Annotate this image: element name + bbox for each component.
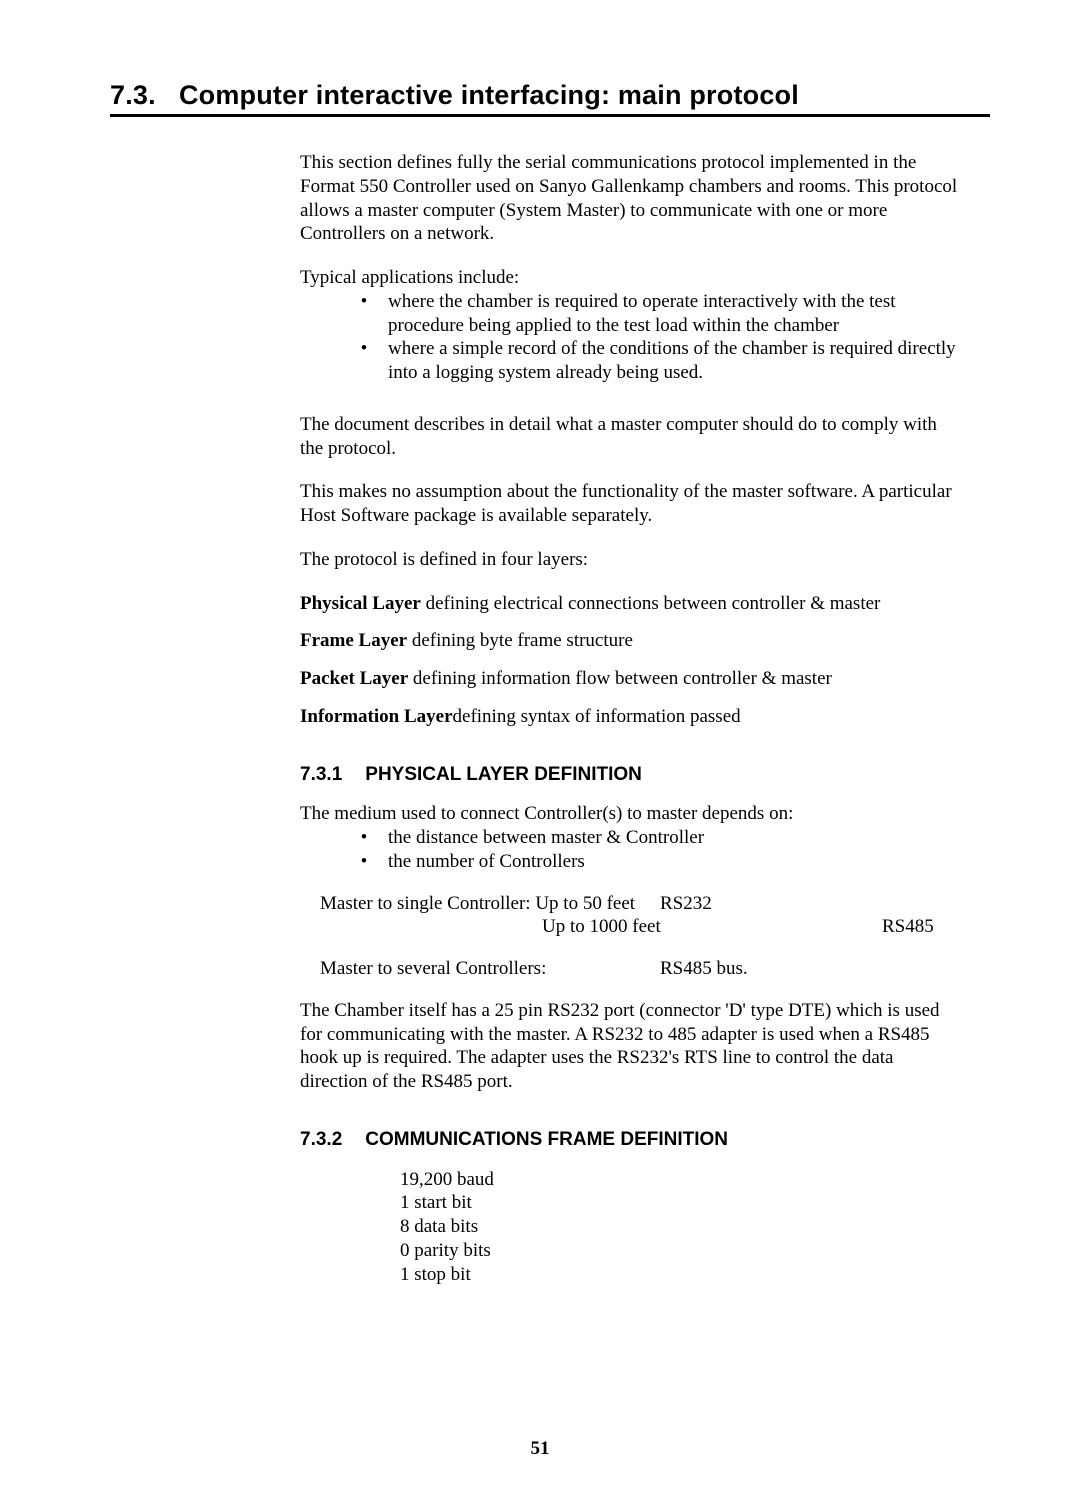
- layer-desc: defining syntax of information passed: [453, 706, 741, 727]
- layer-desc: defining information flow between contro…: [408, 668, 832, 689]
- frame-spec-item: 0 parity bits: [400, 1239, 960, 1263]
- describe-paragraph: The document describes in detail what a …: [300, 413, 960, 461]
- spec-value: RS232: [660, 892, 820, 916]
- frame-spec-item: 19,200 baud: [400, 1168, 960, 1192]
- sub731-lead: The medium used to connect Controller(s)…: [300, 802, 960, 826]
- table-row: Master to several Controllers: RS485 bus…: [320, 957, 960, 981]
- list-item: • where a simple record of the condition…: [340, 337, 960, 385]
- layers-lead: The protocol is defined in four layers:: [300, 548, 960, 572]
- spec-label-text: Master to single Controller:: [320, 893, 531, 914]
- subsection-title: PHYSICAL LAYER DEFINITION: [365, 764, 642, 785]
- spec-distance-2: Up to 1000 feet: [320, 915, 882, 939]
- layer-name: Frame Layer: [300, 630, 407, 651]
- list-item: • where the chamber is required to opera…: [340, 290, 960, 338]
- layer-name: Packet Layer: [300, 668, 408, 689]
- spec-label: Master to single Controller: Up to 50 fe…: [320, 892, 660, 916]
- spec-block-multi: Master to several Controllers: RS485 bus…: [320, 957, 960, 981]
- bullet-icon: •: [340, 290, 388, 314]
- list-item-text: the number of Controllers: [388, 850, 960, 874]
- spec-value: RS485: [882, 915, 1042, 939]
- list-item: • the distance between master & Controll…: [340, 826, 960, 850]
- frame-spec-item: 1 stop bit: [400, 1263, 960, 1287]
- page-number: 51: [0, 1438, 1080, 1460]
- spec-block-single: Master to single Controller: Up to 50 fe…: [320, 892, 960, 940]
- subsection-number: 7.3.2: [300, 1128, 360, 1152]
- sub731-bullets: • the distance between master & Controll…: [340, 826, 960, 874]
- subsection-number: 7.3.1: [300, 763, 360, 787]
- list-item-text: where the chamber is required to operate…: [388, 290, 960, 338]
- list-item-text: where a simple record of the conditions …: [388, 337, 960, 385]
- frame-spec-list: 19,200 baud 1 start bit 8 data bits 0 pa…: [400, 1168, 960, 1287]
- assumption-paragraph: This makes no assumption about the funct…: [300, 480, 960, 528]
- layer-packet: Packet Layer defining information flow b…: [300, 667, 960, 691]
- applications-lead: Typical applications include:: [300, 266, 960, 290]
- applications-list: • where the chamber is required to opera…: [340, 290, 960, 385]
- frame-spec-item: 1 start bit: [400, 1191, 960, 1215]
- layer-frame: Frame Layer defining byte frame structur…: [300, 629, 960, 653]
- spec-value: RS485 bus.: [660, 957, 820, 981]
- table-row: Up to 1000 feet RS485: [320, 915, 960, 939]
- content-body: This section defines fully the serial co…: [300, 151, 960, 1286]
- section-heading: 7.3. Computer interactive interfacing: m…: [110, 80, 990, 117]
- sub731-tail: The Chamber itself has a 25 pin RS232 po…: [300, 999, 960, 1094]
- bullet-icon: •: [340, 826, 388, 850]
- bullet-icon: •: [340, 850, 388, 874]
- layer-name: Information Layer: [300, 706, 453, 727]
- list-item-text: the distance between master & Controller: [388, 826, 960, 850]
- document-page: 7.3. Computer interactive interfacing: m…: [0, 0, 1080, 1326]
- layer-name: Physical Layer: [300, 593, 421, 614]
- section-number: 7.3.: [110, 80, 156, 110]
- section-title-text: Computer interactive interfacing: main p…: [179, 80, 799, 110]
- spec-distance: Up to 50 feet: [535, 893, 635, 914]
- frame-spec-item: 8 data bits: [400, 1215, 960, 1239]
- layer-physical: Physical Layer defining electrical conne…: [300, 592, 960, 616]
- subsection-heading-731: 7.3.1 PHYSICAL LAYER DEFINITION: [300, 763, 960, 787]
- layer-information: Information Layerdefining syntax of info…: [300, 705, 960, 729]
- bullet-icon: •: [340, 337, 388, 361]
- intro-paragraph: This section defines fully the serial co…: [300, 151, 960, 246]
- subsection-title: COMMUNICATIONS FRAME DEFINITION: [365, 1129, 728, 1150]
- table-row: Master to single Controller: Up to 50 fe…: [320, 892, 960, 916]
- layer-desc: defining electrical connections between …: [421, 593, 881, 614]
- layer-desc: defining byte frame structure: [407, 630, 633, 651]
- list-item: • the number of Controllers: [340, 850, 960, 874]
- spec-label: Master to several Controllers:: [320, 957, 660, 981]
- subsection-heading-732: 7.3.2 COMMUNICATIONS FRAME DEFINITION: [300, 1128, 960, 1152]
- spec-distance-text: Up to 1000 feet: [542, 916, 661, 937]
